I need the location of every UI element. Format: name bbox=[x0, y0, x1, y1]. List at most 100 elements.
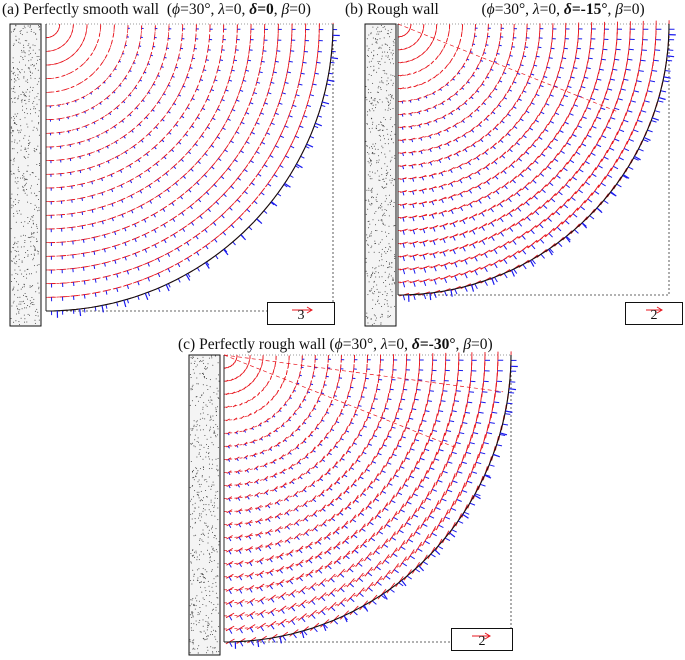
major-stress-vector bbox=[271, 169, 278, 179]
minor-stress-vector bbox=[268, 434, 271, 437]
major-stress-vector bbox=[259, 137, 265, 146]
major-stress-vector bbox=[409, 215, 418, 219]
major-stress-vector bbox=[470, 141, 477, 147]
major-stress-vector bbox=[69, 198, 76, 201]
minor-stress-vector bbox=[295, 94, 300, 97]
minor-stress-vector bbox=[136, 53, 139, 56]
minor-stress-vector bbox=[367, 416, 372, 419]
minor-stress-vector bbox=[535, 93, 540, 97]
major-stress-vector bbox=[426, 47, 430, 51]
minor-stress-vector bbox=[114, 231, 117, 236]
minor-stress-vector bbox=[221, 214, 225, 219]
major-stress-vector bbox=[263, 475, 269, 481]
minor-stress-vector bbox=[227, 445, 230, 449]
minor-stress-vector bbox=[418, 111, 421, 115]
minor-stress-vector bbox=[518, 222, 523, 227]
major-stress-vector bbox=[220, 189, 228, 198]
minor-stress-vector bbox=[267, 545, 272, 550]
minor-stress-vector bbox=[636, 80, 642, 83]
minor-stress-vector bbox=[481, 240, 486, 245]
minor-stress-vector bbox=[544, 128, 549, 132]
major-stress-vector bbox=[283, 76, 287, 87]
major-stress-vector bbox=[507, 85, 512, 93]
major-stress-vector bbox=[407, 86, 412, 89]
major-stress-vector bbox=[475, 182, 483, 189]
minor-stress-vector bbox=[572, 213, 578, 218]
major-stress-vector bbox=[509, 236, 519, 244]
stress-trajectory bbox=[223, 354, 381, 512]
major-stress-vector bbox=[315, 565, 324, 574]
minor-stress-vector bbox=[289, 580, 294, 585]
major-stress-vector bbox=[59, 186, 65, 188]
major-stress-vector bbox=[269, 117, 274, 127]
minor-stress-vector bbox=[492, 146, 496, 150]
major-stress-vector bbox=[498, 41, 501, 48]
minor-stress-vector bbox=[535, 210, 540, 216]
minor-stress-vector bbox=[442, 390, 448, 392]
major-stress-vector bbox=[366, 363, 368, 373]
minor-stress-vector bbox=[533, 195, 538, 200]
minor-stress-vector bbox=[474, 283, 478, 290]
minor-stress-vector bbox=[481, 83, 485, 86]
major-stress-vector bbox=[390, 448, 396, 459]
major-stress-vector bbox=[364, 551, 372, 562]
minor-stress-vector bbox=[640, 110, 647, 113]
minor-stress-vector bbox=[270, 122, 275, 126]
minor-stress-vector bbox=[614, 107, 620, 111]
major-stress-vector bbox=[499, 255, 510, 263]
major-stress-vector bbox=[131, 143, 137, 148]
minor-stress-vector bbox=[469, 114, 473, 118]
minor-stress-vector bbox=[126, 299, 129, 304]
stress-trajectory bbox=[45, 23, 252, 230]
major-stress-vector bbox=[80, 238, 88, 241]
major-stress-vector bbox=[342, 550, 351, 560]
major-stress-vector bbox=[202, 65, 206, 73]
major-stress-vector bbox=[533, 115, 539, 124]
major-stress-vector bbox=[642, 92, 647, 107]
major-stress-vector bbox=[553, 169, 562, 180]
stress-trajectory bbox=[398, 24, 489, 115]
minor-stress-vector bbox=[218, 158, 222, 161]
minor-stress-vector bbox=[462, 120, 465, 124]
minor-stress-vector bbox=[288, 115, 293, 118]
major-stress-vector bbox=[101, 247, 109, 251]
major-stress-vector bbox=[199, 131, 205, 139]
major-stress-vector bbox=[244, 480, 251, 486]
major-stress-vector bbox=[544, 227, 555, 238]
major-stress-vector bbox=[523, 212, 533, 221]
minor-stress-vector bbox=[516, 192, 521, 197]
major-stress-vector bbox=[406, 31, 409, 35]
major-stress-vector bbox=[59, 200, 65, 202]
major-stress-vector bbox=[439, 393, 443, 406]
minor-stress-vector bbox=[500, 232, 505, 237]
minor-stress-vector bbox=[98, 164, 101, 168]
minor-stress-vector bbox=[590, 97, 596, 101]
minor-stress-vector bbox=[326, 536, 331, 540]
minor-stress-vector bbox=[666, 59, 673, 62]
major-stress-vector bbox=[113, 286, 122, 290]
minor-stress-vector bbox=[603, 156, 609, 160]
major-stress-vector bbox=[366, 480, 373, 490]
minor-stress-vector bbox=[523, 135, 527, 139]
major-stress-vector bbox=[91, 263, 99, 267]
minor-stress-vector bbox=[246, 141, 250, 144]
major-stress-vector bbox=[235, 173, 242, 182]
stress-trajectory bbox=[45, 23, 143, 121]
major-stress-vector bbox=[180, 172, 188, 179]
major-stress-vector bbox=[256, 373, 259, 377]
minor-stress-vector bbox=[478, 124, 482, 127]
minor-stress-vector bbox=[488, 95, 492, 98]
panel-a-scale-value: 3 bbox=[297, 308, 305, 323]
minor-stress-vector bbox=[228, 472, 231, 476]
major-stress-vector bbox=[417, 373, 420, 385]
major-stress-vector bbox=[466, 200, 475, 207]
major-stress-vector bbox=[235, 376, 238, 380]
minor-stress-vector bbox=[397, 492, 403, 496]
major-stress-vector bbox=[616, 150, 623, 163]
minor-stress-vector bbox=[533, 64, 538, 67]
major-stress-vector bbox=[266, 555, 275, 562]
minor-stress-vector bbox=[467, 161, 471, 166]
major-stress-vector bbox=[405, 60, 409, 63]
major-stress-vector bbox=[308, 596, 317, 604]
major-stress-vector bbox=[419, 200, 427, 205]
